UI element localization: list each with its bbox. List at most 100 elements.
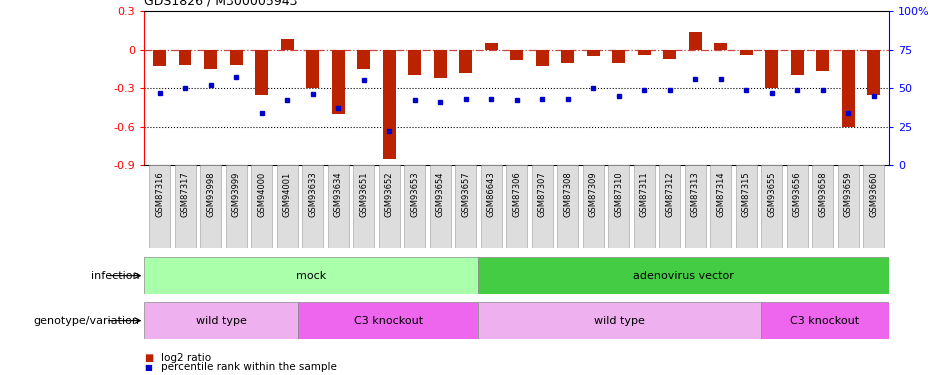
Bar xyxy=(791,50,803,75)
Bar xyxy=(638,50,651,55)
Text: GSM87311: GSM87311 xyxy=(640,172,649,217)
Text: GSM87317: GSM87317 xyxy=(181,172,190,217)
FancyBboxPatch shape xyxy=(430,165,451,248)
Bar xyxy=(358,50,370,69)
FancyBboxPatch shape xyxy=(532,165,553,248)
Bar xyxy=(204,50,217,69)
Bar xyxy=(664,50,676,58)
Text: GSM93658: GSM93658 xyxy=(818,172,828,217)
Bar xyxy=(479,257,889,294)
FancyBboxPatch shape xyxy=(353,165,374,248)
Text: GSM93634: GSM93634 xyxy=(333,172,343,217)
Text: GSM87313: GSM87313 xyxy=(691,172,700,217)
Bar xyxy=(144,302,299,339)
Bar xyxy=(761,302,889,339)
Bar xyxy=(331,50,344,114)
Bar xyxy=(383,50,396,159)
Bar xyxy=(816,50,830,72)
Bar xyxy=(689,32,702,50)
Text: wild type: wild type xyxy=(196,316,247,326)
Bar xyxy=(299,302,479,339)
Bar xyxy=(230,50,242,65)
Text: GSM87312: GSM87312 xyxy=(666,172,674,217)
FancyBboxPatch shape xyxy=(455,165,476,248)
Bar xyxy=(409,50,421,75)
Bar xyxy=(485,43,497,50)
Text: GSM87308: GSM87308 xyxy=(563,172,573,217)
Text: GSM86643: GSM86643 xyxy=(487,172,495,217)
FancyBboxPatch shape xyxy=(149,165,170,248)
Text: GSM93654: GSM93654 xyxy=(436,172,445,217)
Text: GSM94001: GSM94001 xyxy=(283,172,291,217)
Bar xyxy=(434,50,447,78)
Text: GSM93999: GSM93999 xyxy=(232,172,240,217)
Text: ■: ■ xyxy=(144,363,152,372)
Text: ■: ■ xyxy=(144,353,154,363)
Text: C3 knockout: C3 knockout xyxy=(354,316,423,326)
Bar xyxy=(306,50,319,88)
FancyBboxPatch shape xyxy=(659,165,681,248)
FancyBboxPatch shape xyxy=(277,165,298,248)
Text: GSM93633: GSM93633 xyxy=(308,172,317,217)
Text: GSM87306: GSM87306 xyxy=(512,172,521,217)
FancyBboxPatch shape xyxy=(303,165,323,248)
Text: GSM87309: GSM87309 xyxy=(588,172,598,217)
Bar xyxy=(714,43,727,50)
Bar xyxy=(281,39,293,50)
Bar xyxy=(536,50,548,66)
FancyBboxPatch shape xyxy=(251,165,272,248)
FancyBboxPatch shape xyxy=(558,165,578,248)
Text: GSM94000: GSM94000 xyxy=(257,172,266,217)
Text: log2 ratio: log2 ratio xyxy=(161,353,211,363)
Bar xyxy=(144,257,479,294)
Bar xyxy=(842,50,855,127)
FancyBboxPatch shape xyxy=(634,165,654,248)
Text: infection: infection xyxy=(91,271,140,280)
Text: C3 knockout: C3 knockout xyxy=(790,316,859,326)
FancyBboxPatch shape xyxy=(685,165,706,248)
Text: adenovirus vector: adenovirus vector xyxy=(633,271,734,280)
Text: GSM93656: GSM93656 xyxy=(793,172,802,217)
FancyBboxPatch shape xyxy=(710,165,731,248)
Bar xyxy=(740,50,752,55)
FancyBboxPatch shape xyxy=(404,165,425,248)
Text: GSM93998: GSM93998 xyxy=(206,172,215,217)
Bar xyxy=(154,50,166,66)
FancyBboxPatch shape xyxy=(762,165,782,248)
FancyBboxPatch shape xyxy=(379,165,399,248)
FancyBboxPatch shape xyxy=(328,165,348,248)
Text: GSM93657: GSM93657 xyxy=(461,172,470,217)
Text: GSM93651: GSM93651 xyxy=(359,172,368,217)
FancyBboxPatch shape xyxy=(813,165,833,248)
Text: GSM93652: GSM93652 xyxy=(385,172,394,217)
FancyBboxPatch shape xyxy=(175,165,196,248)
Text: genotype/variation: genotype/variation xyxy=(34,316,140,326)
FancyBboxPatch shape xyxy=(608,165,629,248)
Bar xyxy=(479,302,761,339)
Bar xyxy=(179,50,192,65)
Text: GSM87315: GSM87315 xyxy=(742,172,750,217)
FancyBboxPatch shape xyxy=(863,165,884,248)
FancyBboxPatch shape xyxy=(480,165,502,248)
Text: GSM87310: GSM87310 xyxy=(614,172,623,217)
Bar xyxy=(868,50,880,94)
FancyBboxPatch shape xyxy=(787,165,808,248)
Text: mock: mock xyxy=(296,271,327,280)
Bar xyxy=(613,50,625,63)
Bar xyxy=(255,50,268,94)
Text: GSM93655: GSM93655 xyxy=(767,172,776,217)
Text: GSM87316: GSM87316 xyxy=(155,172,164,217)
FancyBboxPatch shape xyxy=(838,165,858,248)
Bar xyxy=(561,50,574,63)
FancyBboxPatch shape xyxy=(735,165,757,248)
FancyBboxPatch shape xyxy=(225,165,247,248)
FancyBboxPatch shape xyxy=(583,165,603,248)
Bar xyxy=(459,50,472,73)
Text: GDS1826 / M300005943: GDS1826 / M300005943 xyxy=(144,0,298,8)
Text: GSM87307: GSM87307 xyxy=(538,172,546,217)
Text: GSM93653: GSM93653 xyxy=(411,172,419,217)
Bar xyxy=(510,50,523,60)
Text: GSM93660: GSM93660 xyxy=(870,172,878,217)
Text: wild type: wild type xyxy=(594,316,645,326)
Bar xyxy=(765,50,778,88)
